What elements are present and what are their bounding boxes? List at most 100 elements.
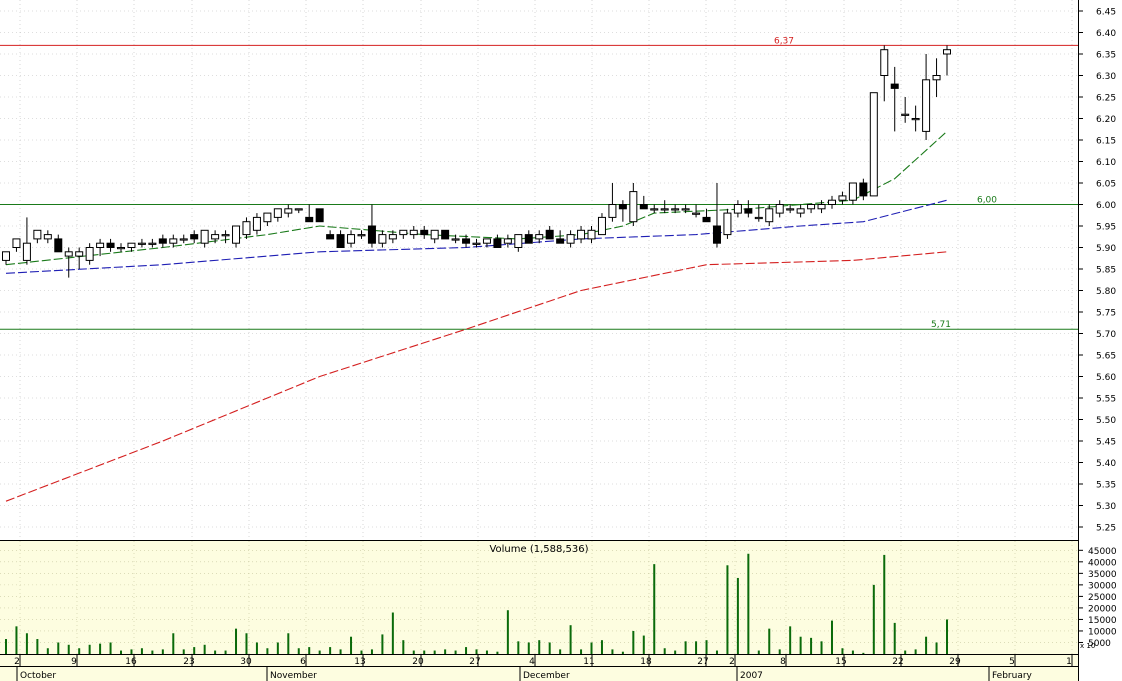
candle bbox=[200, 229, 209, 248]
candle-body-up bbox=[294, 208, 303, 211]
price-tick-label: 5.30 bbox=[1096, 502, 1116, 512]
price-tick-label: 6.00 bbox=[1096, 201, 1116, 211]
volume-bar bbox=[412, 650, 415, 654]
candle bbox=[681, 204, 690, 214]
volume-bar bbox=[695, 641, 698, 654]
volume-bar bbox=[841, 648, 844, 654]
date-tick-label: 22 bbox=[892, 657, 903, 667]
volume-bar bbox=[496, 651, 499, 654]
candle-body-down bbox=[890, 83, 899, 89]
candle bbox=[263, 212, 272, 226]
price-tick-label: 5.65 bbox=[1096, 352, 1116, 362]
volume-bar bbox=[193, 647, 196, 654]
price-tick-label: 5.45 bbox=[1096, 438, 1116, 448]
candle-body-down bbox=[54, 238, 63, 253]
volume-bar bbox=[799, 636, 802, 654]
volume-bar bbox=[569, 625, 572, 654]
price-tick-label: 6.05 bbox=[1096, 180, 1116, 190]
volume-bar bbox=[109, 642, 112, 654]
price-panel: 6,37 6,00 5,71 bbox=[0, 0, 1078, 540]
date-tick-label: 2 bbox=[14, 657, 20, 667]
candle-body-up bbox=[347, 234, 356, 244]
candle-body-down bbox=[367, 225, 376, 244]
date-tick-label: 27 bbox=[469, 657, 480, 667]
volume-bar bbox=[433, 650, 436, 654]
volume-bar bbox=[130, 649, 133, 654]
candle-body-down bbox=[744, 208, 753, 214]
candle bbox=[524, 230, 533, 244]
candle-body-up bbox=[357, 234, 366, 237]
volume-bar bbox=[151, 650, 154, 654]
volume-unit-label: x 10 bbox=[1080, 642, 1095, 650]
volume-bar bbox=[99, 643, 102, 654]
price-tick-label: 5.70 bbox=[1096, 330, 1116, 340]
candle-body-up bbox=[932, 75, 941, 81]
candle bbox=[127, 242, 136, 252]
price-panel-background bbox=[0, 0, 1078, 540]
candle bbox=[869, 92, 878, 197]
candle-body-up bbox=[692, 212, 701, 215]
price-tick-label: 6.15 bbox=[1096, 137, 1116, 147]
candle bbox=[409, 226, 418, 239]
candle-body-up bbox=[211, 234, 220, 240]
candle-body-up bbox=[75, 251, 84, 257]
month-label: October bbox=[20, 671, 56, 681]
price-tick-label: 6.10 bbox=[1096, 158, 1116, 168]
candle bbox=[252, 213, 261, 235]
candle bbox=[284, 204, 293, 218]
volume-title: Volume (1,588,536) bbox=[489, 544, 588, 555]
candle-body-up bbox=[399, 229, 408, 236]
volume-bar bbox=[935, 642, 938, 654]
candle bbox=[336, 230, 345, 249]
date-tick-label: 27 bbox=[697, 657, 708, 667]
candle-body-up bbox=[33, 229, 42, 240]
volume-bar bbox=[182, 649, 185, 654]
candle-body-down bbox=[618, 204, 627, 210]
candle bbox=[692, 204, 701, 218]
candle-body-up bbox=[681, 208, 690, 211]
candle-body-up bbox=[943, 49, 951, 55]
date-tick-label: 1 bbox=[1066, 657, 1072, 667]
candle-body-up bbox=[796, 208, 805, 214]
volume-bar bbox=[883, 554, 886, 654]
price-tick-label: 5.60 bbox=[1096, 373, 1116, 383]
date-tick-label: 5 bbox=[1009, 657, 1015, 667]
month-label: February bbox=[992, 671, 1033, 681]
candle-body-up bbox=[64, 251, 73, 257]
candle bbox=[158, 234, 167, 248]
price-tick-label: 5.35 bbox=[1096, 481, 1116, 491]
candle-body-up bbox=[629, 191, 638, 223]
candle bbox=[357, 230, 366, 239]
candle-body-up bbox=[252, 216, 261, 231]
volume-bar bbox=[88, 644, 91, 654]
volume-bar bbox=[715, 650, 718, 654]
candle bbox=[932, 58, 941, 97]
date-tick-label: 4 bbox=[529, 657, 535, 667]
candle bbox=[587, 226, 596, 244]
candle-body-up bbox=[503, 238, 512, 244]
candle bbox=[744, 200, 753, 218]
candle bbox=[922, 54, 931, 140]
candle bbox=[179, 234, 188, 244]
volume-tick-label: 20000 bbox=[1088, 604, 1117, 614]
candle-body-down bbox=[859, 182, 868, 197]
candle-body-down bbox=[106, 242, 115, 248]
price-tick-label: 6.25 bbox=[1096, 94, 1116, 104]
month-label: 2007 bbox=[740, 671, 763, 681]
candle bbox=[702, 208, 711, 223]
candle bbox=[618, 200, 627, 222]
price-tick-label: 6.40 bbox=[1096, 29, 1116, 39]
candle-body-up bbox=[827, 199, 836, 205]
candle-body-up bbox=[660, 208, 669, 211]
volume-bar bbox=[778, 649, 781, 654]
date-tick-label: 9 bbox=[71, 657, 77, 667]
volume-bar bbox=[36, 639, 39, 654]
candle-body-up bbox=[127, 242, 136, 248]
volume-bar bbox=[57, 642, 60, 654]
candle-body-up bbox=[378, 234, 387, 244]
candle bbox=[482, 238, 491, 248]
date-tick-label: 29 bbox=[949, 657, 961, 667]
candle-body-up bbox=[597, 216, 606, 236]
volume-bar bbox=[632, 630, 635, 654]
reference-line-label: 6,37 bbox=[774, 36, 794, 46]
